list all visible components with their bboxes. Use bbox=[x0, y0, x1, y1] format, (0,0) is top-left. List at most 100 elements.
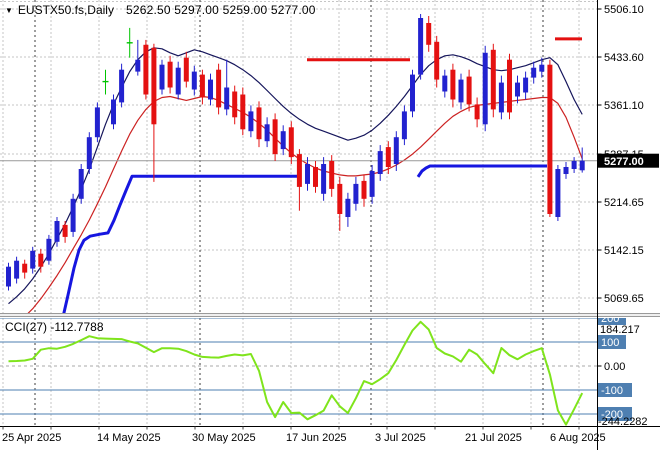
candle-body bbox=[442, 75, 448, 92]
date-label: 30 May 2025 bbox=[192, 432, 256, 444]
candle-body bbox=[191, 71, 197, 90]
candle-body bbox=[531, 67, 537, 78]
cci-zero-label: 0.00 bbox=[604, 361, 625, 373]
candle-body bbox=[329, 161, 335, 189]
candle-body bbox=[151, 47, 157, 125]
candle-body bbox=[264, 124, 270, 142]
candle-body bbox=[272, 119, 278, 155]
candle-body bbox=[426, 23, 432, 45]
candle-body bbox=[256, 107, 262, 140]
cci-level-badge bbox=[598, 318, 626, 325]
date-label: 14 May 2025 bbox=[97, 432, 161, 444]
candle-body bbox=[167, 61, 173, 88]
indicator-pane bbox=[0, 318, 597, 426]
candle-body bbox=[62, 224, 68, 237]
cci-level-badge-label: -100 bbox=[601, 385, 623, 397]
candle-body bbox=[216, 69, 222, 108]
candle-body bbox=[240, 94, 246, 130]
candle-body bbox=[321, 164, 327, 194]
candle-body bbox=[401, 111, 407, 140]
candle-body bbox=[248, 111, 254, 132]
candle-body bbox=[418, 18, 424, 75]
current-price-badge-label: 5277.00 bbox=[604, 156, 644, 168]
chart-title-ohlc: 5262.50 5297.00 5259.00 5277.00 bbox=[125, 3, 316, 17]
candle-body bbox=[78, 169, 84, 199]
candle-body bbox=[337, 183, 343, 214]
candle-body bbox=[38, 253, 44, 267]
candle-body bbox=[345, 198, 351, 217]
candle-body bbox=[547, 64, 553, 214]
price-axis-label: 5433.60 bbox=[604, 52, 644, 64]
date-label: 21 Jul 2025 bbox=[465, 432, 522, 444]
price-axis-label: 5506.10 bbox=[604, 4, 644, 16]
candle-body bbox=[280, 131, 286, 150]
candle-body bbox=[377, 151, 383, 174]
main-chart-area[interactable] bbox=[0, 0, 597, 313]
price-axis-label: 5361.10 bbox=[604, 100, 644, 112]
indicator-pane-area[interactable] bbox=[0, 318, 597, 426]
candle-body bbox=[555, 169, 561, 217]
candle-body bbox=[224, 87, 230, 110]
candle-body bbox=[482, 52, 488, 125]
cci-max-label: 184.217 bbox=[600, 324, 640, 336]
candle-body bbox=[183, 57, 189, 82]
candle-body bbox=[86, 137, 92, 169]
symbol-dropdown-icon[interactable]: ▼ bbox=[5, 6, 13, 15]
support-stop-line bbox=[62, 174, 299, 313]
cci-level-badge bbox=[598, 383, 632, 397]
candle-body bbox=[466, 76, 472, 105]
candle-body bbox=[515, 82, 520, 97]
candle-body bbox=[199, 74, 205, 98]
candle-body bbox=[159, 64, 165, 90]
candle-body bbox=[46, 238, 52, 261]
candle-body bbox=[474, 104, 480, 120]
candle-body bbox=[369, 171, 375, 197]
main-pane bbox=[0, 0, 597, 313]
candle-body bbox=[119, 69, 125, 103]
candle-body bbox=[143, 44, 149, 95]
chart-title-symbol: EUSTX50.fs,Daily bbox=[17, 3, 114, 17]
candle-body bbox=[30, 250, 36, 269]
candle-body bbox=[70, 198, 76, 232]
cci-level-badge-label: -200 bbox=[601, 409, 623, 421]
pane-divider[interactable] bbox=[0, 313, 660, 317]
candle-body bbox=[539, 64, 545, 72]
candle-body bbox=[313, 167, 318, 187]
candle-body bbox=[22, 263, 28, 273]
candle-body bbox=[498, 82, 504, 113]
cci-line bbox=[8, 320, 584, 426]
price-axis-label: 5214.65 bbox=[604, 197, 644, 209]
cci-level-badge bbox=[598, 407, 632, 421]
candle-body bbox=[353, 183, 359, 204]
time-axis-area[interactable] bbox=[0, 427, 660, 450]
candle-body bbox=[571, 161, 577, 169]
candle-body bbox=[507, 59, 512, 113]
candle-body bbox=[385, 147, 391, 167]
price-axis-area[interactable] bbox=[598, 0, 660, 426]
candle-body bbox=[14, 260, 20, 279]
candle-body bbox=[135, 59, 141, 72]
candle-body bbox=[361, 180, 367, 199]
candle-body bbox=[6, 266, 11, 287]
candle-body bbox=[579, 160, 585, 171]
candle-body bbox=[296, 154, 302, 187]
candle-body bbox=[208, 79, 213, 100]
candle-body bbox=[458, 79, 464, 103]
candle-body bbox=[393, 137, 399, 164]
date-label: 17 Jun 2025 bbox=[286, 432, 347, 444]
cci-level-badge-label: 100 bbox=[601, 337, 619, 349]
chart-title: ▼ EUSTX50.fs,Daily 5262.50 5297.00 5259.00… bbox=[5, 3, 316, 17]
cci-level-badge-label: 200 bbox=[601, 313, 619, 325]
candle-body bbox=[288, 127, 294, 158]
price-axis-label: 5069.65 bbox=[604, 293, 644, 305]
indicator-label: CCI(27) -112.7788 bbox=[5, 320, 104, 334]
cci-level-badge bbox=[598, 335, 626, 349]
candle-body bbox=[563, 167, 569, 174]
date-label: 25 Apr 2025 bbox=[2, 432, 61, 444]
candle-body bbox=[434, 41, 440, 80]
candle-body bbox=[175, 67, 181, 95]
candle-body bbox=[450, 69, 456, 100]
price-axis-label: 5142.15 bbox=[604, 245, 644, 257]
